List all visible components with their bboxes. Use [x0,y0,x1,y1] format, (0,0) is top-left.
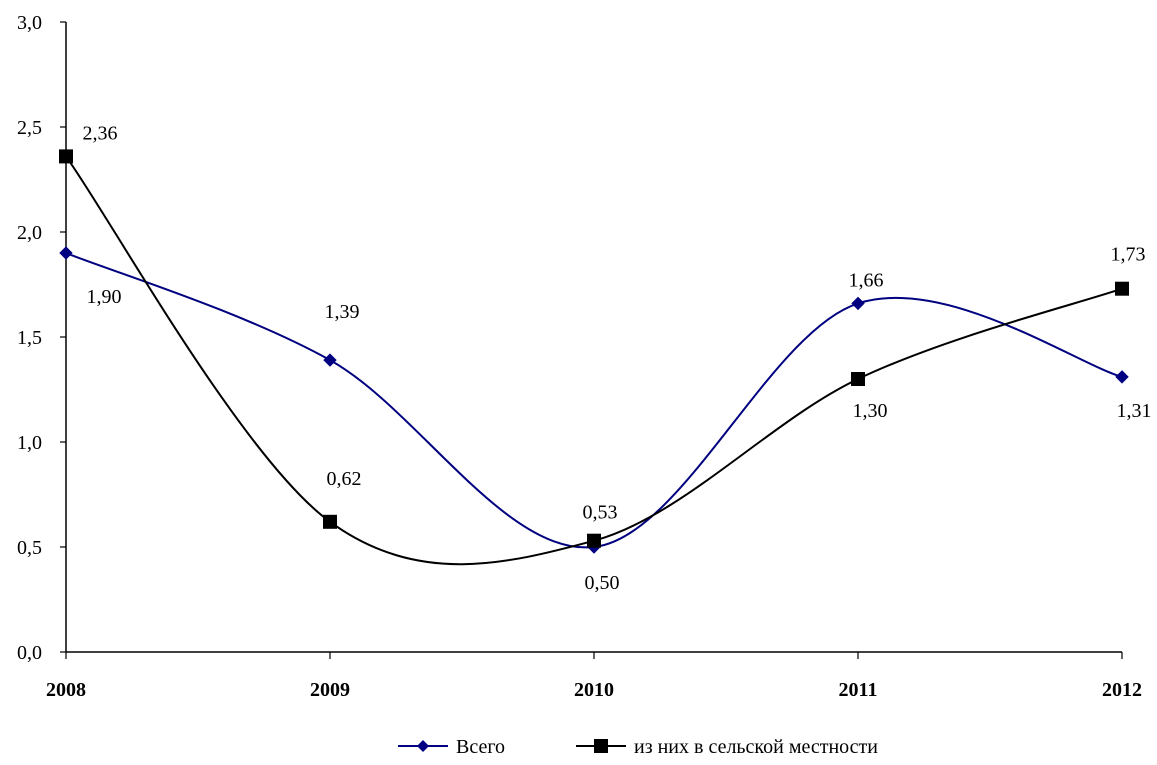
data-label: 0,62 [327,468,362,490]
series-line-2 [65,155,1123,566]
data-labels: 1,90 1,39 0,50 1,66 1,31 2,36 0,62 0,53 1,30 1,73 [83,122,1152,594]
legend-marker-diamond [417,740,429,752]
y-tick-label: 2,0 [17,222,42,244]
x-tick-label: 2008 [46,679,86,701]
data-point-square [1115,281,1129,296]
x-tick-label: 2011 [839,679,878,701]
y-tick-label: 2,5 [17,117,42,139]
y-tick-label: 0,0 [17,642,42,664]
data-point-square [323,514,337,529]
legend-marker-square [594,739,608,753]
data-point-square [59,149,73,164]
data-point-diamond [323,353,337,367]
data-label: 1,39 [325,301,360,323]
data-label: 1,90 [87,286,122,308]
legend-label: Всего [456,736,505,758]
x-tick-label: 2012 [1102,679,1142,701]
x-tick-label: 2010 [574,679,614,701]
y-tick-label: 1,0 [17,432,42,454]
data-label: 0,53 [583,502,618,524]
data-label: 2,36 [83,122,118,144]
data-point-diamond [851,296,865,311]
legend-label: из них в сельской местности [634,736,878,758]
legend: Всего из них в сельской местности [398,736,878,758]
data-label: 1,73 [1111,244,1146,266]
y-tick-label: 1,5 [17,327,42,349]
series-markers [59,149,1129,554]
data-label: 1,30 [853,400,888,422]
data-point-diamond [1115,370,1129,384]
data-label: 1,31 [1117,400,1152,422]
data-point-square [587,533,601,548]
data-label: 1,66 [849,269,884,291]
data-label: 0,50 [585,572,620,594]
y-tick-label: 3,0 [17,12,42,34]
data-point-square [851,372,865,386]
data-point-diamond [59,246,73,260]
axes: 0,0 0,5 1,0 1,5 2,0 2,5 3,0 2008 2009 2010 2011 201… [17,12,1142,701]
y-tick-label: 0,5 [17,537,42,559]
x-tick-label: 2009 [310,679,350,701]
